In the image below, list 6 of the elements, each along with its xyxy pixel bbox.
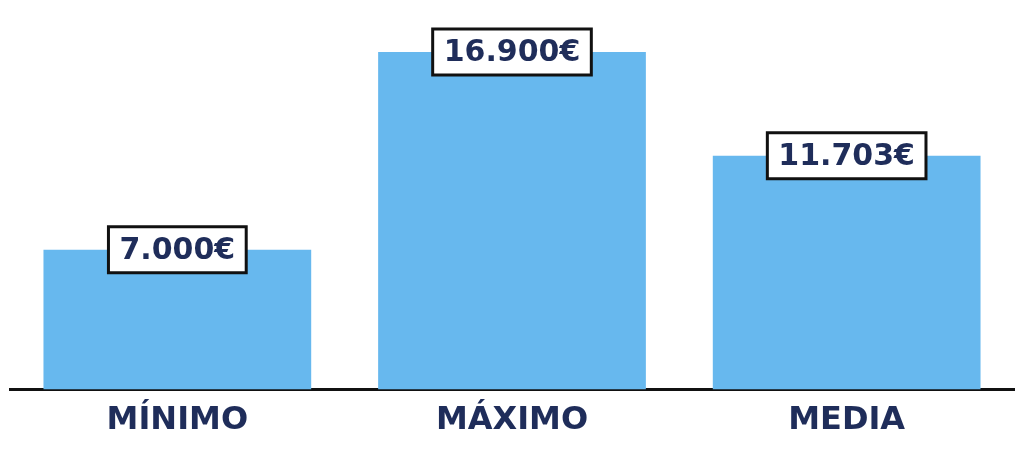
x-tick-label: MEDIA: [788, 399, 906, 438]
x-tick-label: MÁXIMO: [435, 399, 589, 438]
data-label: 16.900€: [443, 32, 581, 68]
data-label: 7.000€: [119, 230, 236, 266]
x-tick-label: MÍNIMO: [106, 399, 249, 438]
data-label: 11.703€: [778, 136, 915, 172]
